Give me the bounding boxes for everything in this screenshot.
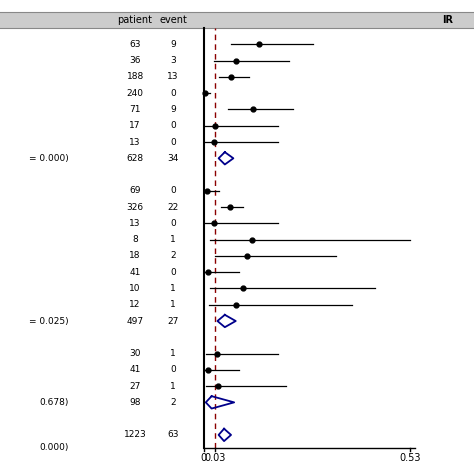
Text: 63: 63 [129,40,141,49]
Text: 13: 13 [129,219,141,228]
Text: 63: 63 [167,430,179,439]
Text: 0: 0 [170,365,176,374]
Text: 0: 0 [170,219,176,228]
Text: 0.000): 0.000) [39,443,69,452]
Text: 36: 36 [129,56,141,65]
Text: 0: 0 [170,137,176,146]
Text: 0.678): 0.678) [39,398,69,407]
Text: 41: 41 [129,268,141,277]
Text: 1: 1 [170,284,176,293]
Text: = 0.025): = 0.025) [29,317,69,326]
Text: 240: 240 [127,89,144,98]
Text: 628: 628 [127,154,144,163]
Text: 30: 30 [129,349,141,358]
Bar [0,12,474,28]
Text: 0.53: 0.53 [399,453,421,463]
Text: 13: 13 [129,137,141,146]
Text: 12: 12 [129,300,141,309]
Text: 1: 1 [170,235,176,244]
Text: 2: 2 [170,251,176,260]
Text: 326: 326 [127,202,144,211]
Text: 22: 22 [167,202,179,211]
Text: 3: 3 [170,56,176,65]
Text: IR: IR [442,15,454,25]
Text: event: event [159,15,187,25]
Text: 2: 2 [170,398,176,407]
Text: 18: 18 [129,251,141,260]
Text: 0: 0 [170,121,176,130]
Text: 13: 13 [167,73,179,82]
Text: 0: 0 [170,186,176,195]
Text: 8: 8 [132,235,138,244]
Text: 1223: 1223 [124,430,146,439]
Text: 41: 41 [129,365,141,374]
Text: 27: 27 [129,382,141,391]
Text: 71: 71 [129,105,141,114]
Text: 0.03: 0.03 [205,453,226,463]
Text: 10: 10 [129,284,141,293]
Text: 9: 9 [170,40,176,49]
Text: 1: 1 [170,300,176,309]
Text: 17: 17 [129,121,141,130]
Text: 27: 27 [167,317,179,326]
Text: = 0.000): = 0.000) [29,154,69,163]
Text: 0: 0 [170,268,176,277]
Text: 69: 69 [129,186,141,195]
Text: 497: 497 [127,317,144,326]
Text: 0: 0 [201,453,207,463]
Text: 0: 0 [170,89,176,98]
Text: 1: 1 [170,382,176,391]
Text: 98: 98 [129,398,141,407]
Text: 9: 9 [170,105,176,114]
Text: patient: patient [118,15,153,25]
Text: 34: 34 [167,154,179,163]
Text: 188: 188 [127,73,144,82]
Text: 1: 1 [170,349,176,358]
